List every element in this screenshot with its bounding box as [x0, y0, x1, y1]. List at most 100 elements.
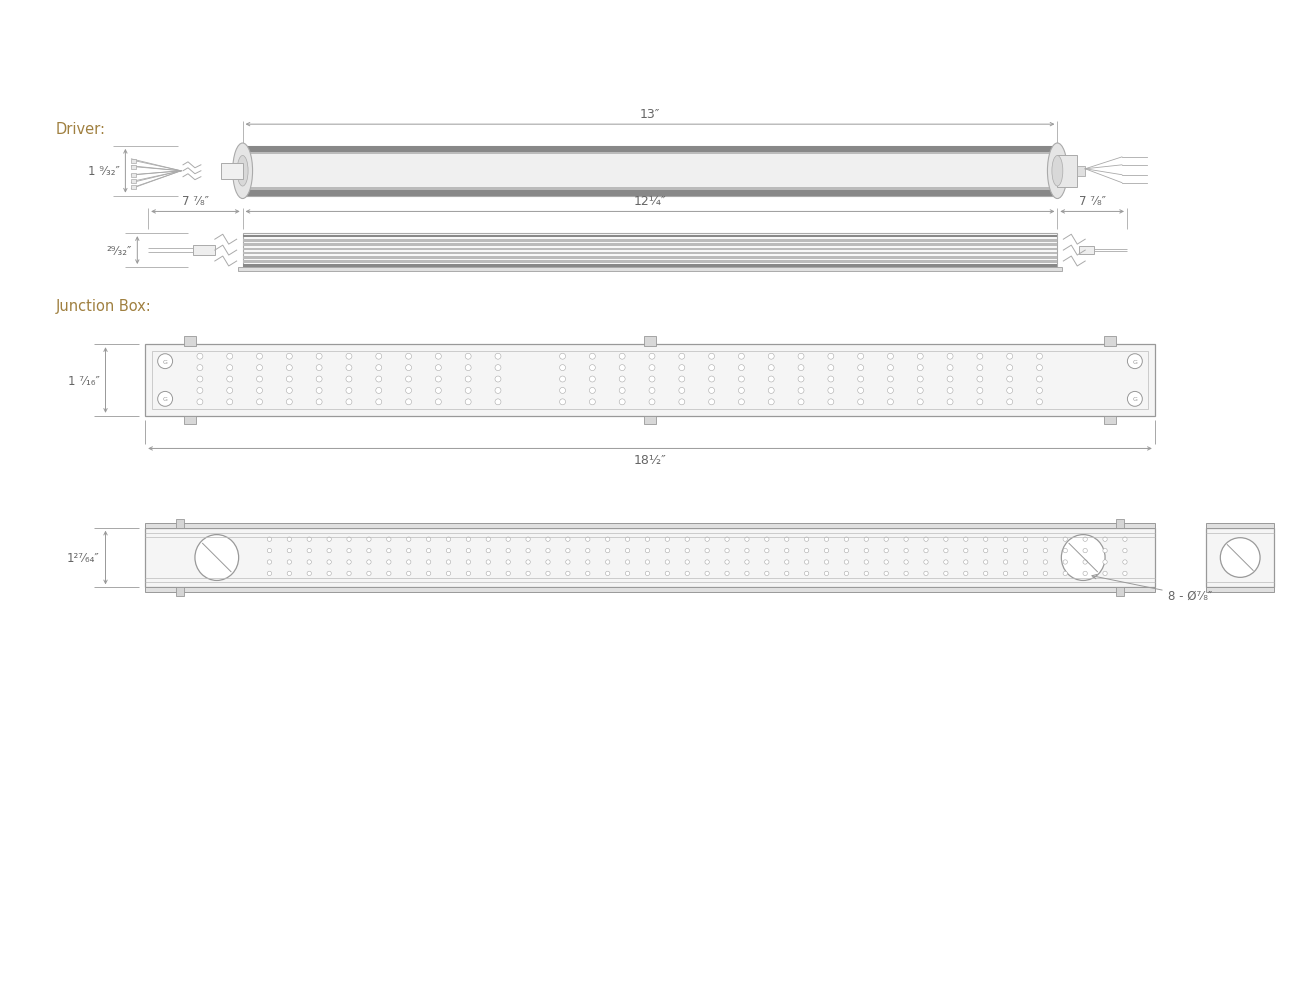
Circle shape [566, 572, 571, 576]
Ellipse shape [233, 143, 252, 200]
Circle shape [745, 549, 749, 554]
Bar [1104, 416, 1115, 424]
Circle shape [376, 354, 382, 360]
Circle shape [1023, 549, 1027, 554]
Circle shape [864, 561, 868, 565]
Circle shape [316, 388, 322, 394]
Circle shape [858, 354, 863, 360]
Circle shape [376, 388, 382, 394]
Circle shape [685, 561, 689, 565]
Circle shape [649, 377, 655, 382]
Circle shape [798, 365, 803, 371]
Circle shape [708, 388, 715, 394]
Circle shape [465, 377, 471, 382]
Circle shape [679, 377, 685, 382]
Circle shape [976, 399, 983, 405]
Text: 1 ⁹⁄₃₂″: 1 ⁹⁄₃₂″ [87, 165, 120, 179]
Circle shape [903, 561, 909, 565]
Circle shape [918, 365, 923, 371]
Circle shape [649, 388, 655, 394]
Circle shape [407, 549, 411, 554]
Circle shape [1102, 572, 1108, 576]
Circle shape [924, 561, 928, 565]
Circle shape [619, 377, 625, 382]
Circle shape [725, 572, 729, 576]
Circle shape [526, 538, 530, 542]
Circle shape [1102, 549, 1108, 554]
Circle shape [858, 365, 863, 371]
Circle shape [506, 538, 511, 542]
Circle shape [367, 549, 370, 554]
Circle shape [526, 572, 530, 576]
Bar [243, 265, 1057, 268]
Circle shape [256, 354, 263, 360]
Circle shape [1043, 572, 1048, 576]
Circle shape [386, 572, 391, 576]
Circle shape [924, 538, 928, 542]
Bar [644, 416, 656, 424]
Bar [243, 236, 1057, 239]
Bar [131, 159, 136, 163]
Circle shape [764, 561, 770, 565]
Circle shape [1063, 561, 1067, 565]
Circle shape [666, 561, 670, 565]
Circle shape [559, 354, 566, 360]
Bar [131, 165, 136, 170]
Bar [243, 253, 1057, 255]
Circle shape [888, 399, 893, 405]
Circle shape [805, 561, 809, 565]
Circle shape [1127, 354, 1143, 369]
Circle shape [406, 377, 412, 382]
Circle shape [768, 399, 775, 405]
Circle shape [328, 538, 332, 542]
Circle shape [307, 549, 312, 554]
Bar [243, 146, 1057, 197]
Ellipse shape [1048, 143, 1067, 200]
Circle shape [858, 377, 863, 382]
Circle shape [944, 538, 948, 542]
Circle shape [316, 399, 322, 405]
Circle shape [948, 399, 953, 405]
Circle shape [645, 572, 650, 576]
Circle shape [307, 572, 312, 576]
Circle shape [286, 399, 292, 405]
Circle shape [625, 572, 629, 576]
Circle shape [347, 561, 351, 565]
Circle shape [976, 354, 983, 360]
Circle shape [589, 388, 595, 394]
Circle shape [566, 549, 571, 554]
Circle shape [1043, 549, 1048, 554]
Circle shape [1043, 561, 1048, 565]
Bar [146, 524, 1154, 529]
Bar [131, 186, 136, 190]
Circle shape [768, 388, 775, 394]
Bar [243, 257, 1057, 259]
Bar [1206, 524, 1274, 529]
Circle shape [645, 549, 650, 554]
Circle shape [805, 538, 809, 542]
Circle shape [436, 354, 441, 360]
Circle shape [725, 538, 729, 542]
Circle shape [157, 392, 173, 407]
Bar [192, 246, 214, 256]
Ellipse shape [1052, 156, 1063, 187]
Text: ²⁹⁄₃₂″: ²⁹⁄₃₂″ [107, 245, 131, 258]
Circle shape [625, 549, 629, 554]
Circle shape [685, 572, 689, 576]
Circle shape [745, 538, 749, 542]
Circle shape [768, 365, 775, 371]
Circle shape [679, 365, 685, 371]
Circle shape [1063, 538, 1067, 542]
Circle shape [784, 572, 789, 576]
Circle shape [407, 538, 411, 542]
Bar [185, 337, 196, 347]
Circle shape [566, 538, 571, 542]
Circle shape [705, 561, 710, 565]
Circle shape [316, 365, 322, 371]
Circle shape [864, 549, 868, 554]
Circle shape [346, 365, 352, 371]
Circle shape [984, 561, 988, 565]
Circle shape [307, 538, 312, 542]
Circle shape [828, 399, 833, 405]
Circle shape [645, 561, 650, 565]
